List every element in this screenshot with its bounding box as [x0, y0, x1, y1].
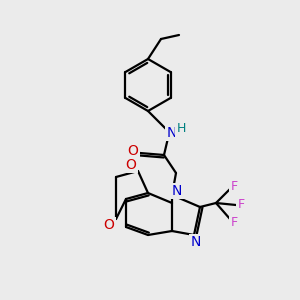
- Text: H: H: [176, 122, 186, 136]
- Text: O: O: [128, 144, 138, 158]
- Text: N: N: [167, 126, 177, 140]
- Text: F: F: [230, 217, 238, 230]
- Text: O: O: [103, 218, 114, 232]
- Text: N: N: [172, 184, 182, 198]
- Text: F: F: [230, 179, 238, 193]
- Text: O: O: [126, 158, 136, 172]
- Text: F: F: [237, 199, 244, 212]
- Text: N: N: [191, 235, 201, 249]
